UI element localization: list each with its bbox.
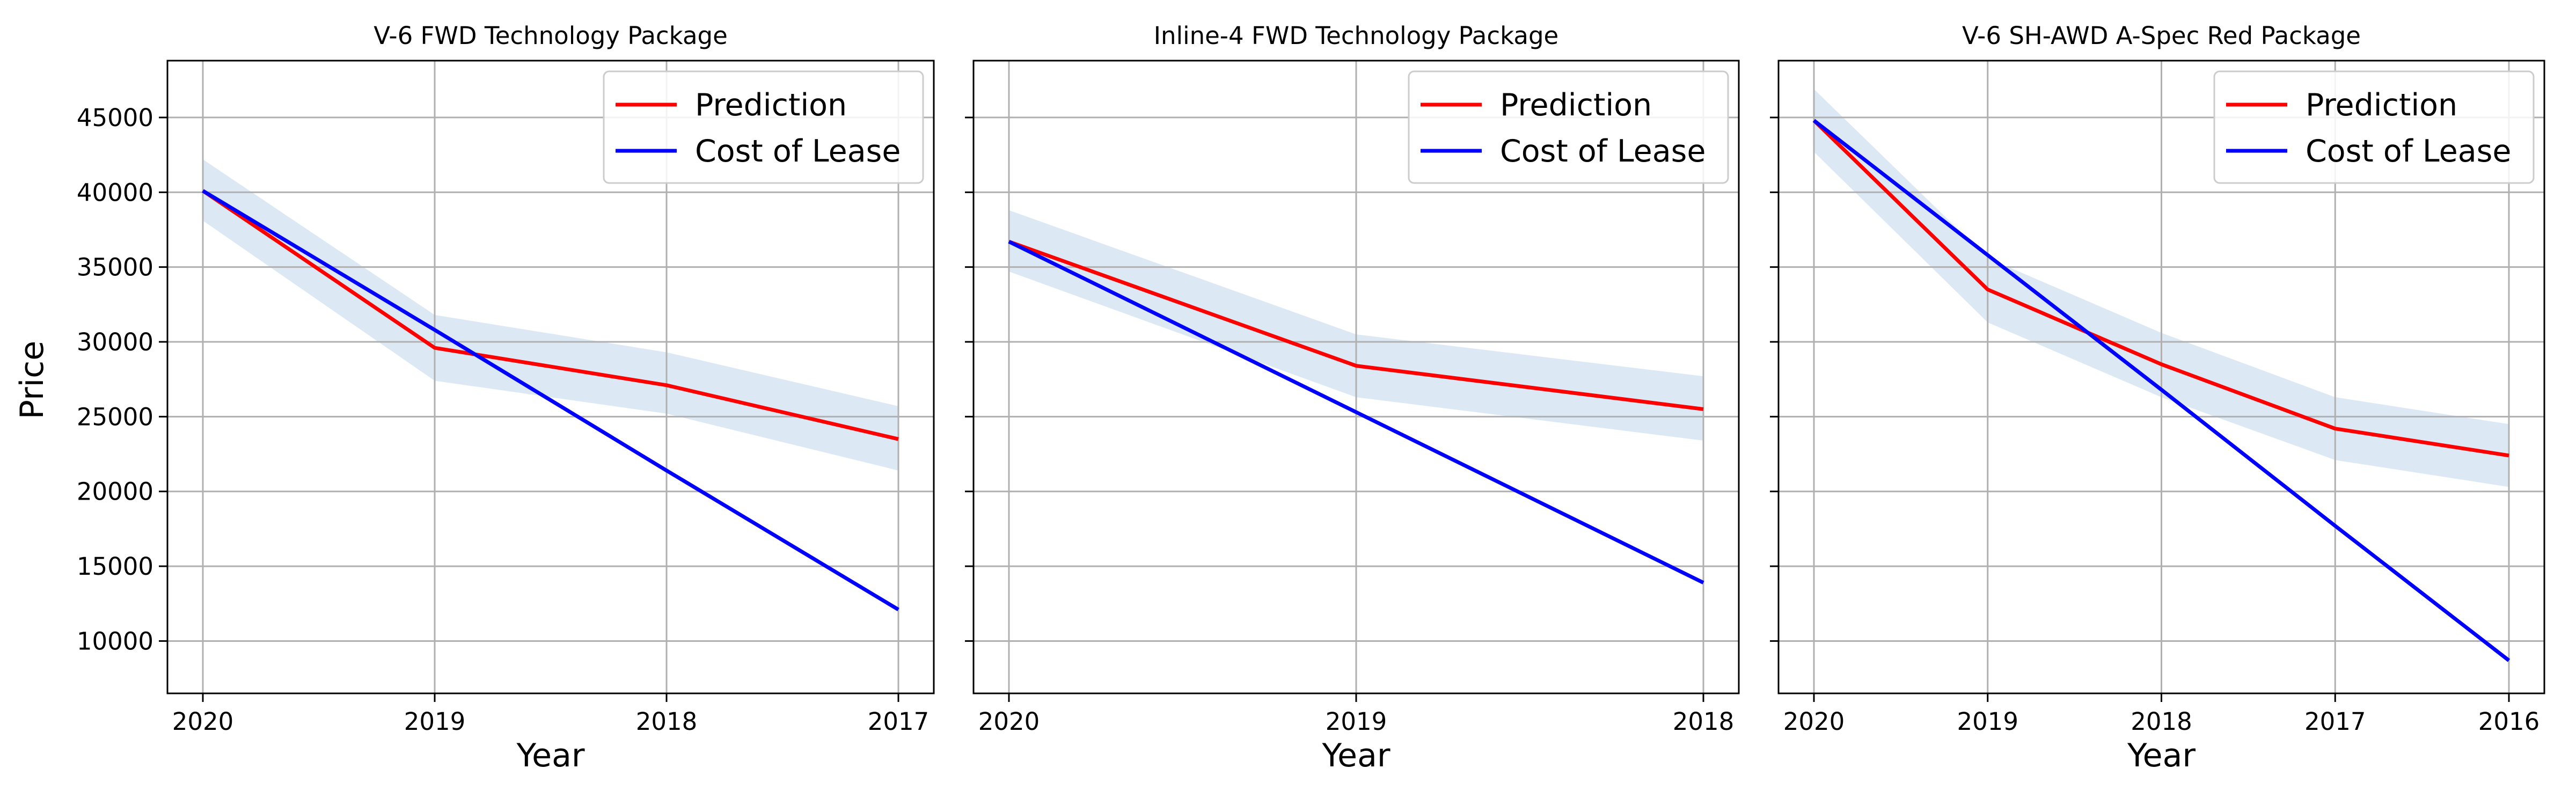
x-tick-label: 2018	[2131, 707, 2192, 736]
legend: Prediction Cost of Lease	[2213, 70, 2535, 184]
y-tick-label: 35000	[77, 253, 153, 282]
legend-label: Cost of Lease	[1500, 134, 1706, 169]
axes-frame	[166, 60, 935, 694]
prediction-line	[202, 189, 899, 441]
x-tick-label: 2019	[1326, 707, 1387, 736]
prediction-line	[1812, 119, 2509, 458]
legend-box	[1408, 70, 1729, 184]
panel-title: V-6 SH-AWD A-Spec Red Package	[1962, 21, 2361, 50]
x-tick-label: 2017	[868, 707, 930, 736]
panel-3: 2020 2019 2018 2017 2016 V-6 SH-AWD A-Spec Re…	[1770, 21, 2545, 774]
legend-label: Prediction	[1500, 87, 1652, 123]
panel-2: 2020 2019 2018 Inline-4 FWD Technology Pack…	[965, 21, 1740, 774]
x-axis-label: Year	[2127, 737, 2196, 774]
y-tick-label: 45000	[77, 104, 153, 132]
x-axis-label: Year	[516, 737, 584, 774]
panel-title: V-6 FWD Technology Package	[374, 21, 728, 50]
x-tick-label: 2017	[2304, 707, 2366, 736]
panel-title: Inline-4 FWD Technology Package	[1154, 21, 1558, 50]
legend-label: Cost of Lease	[695, 134, 901, 169]
y-tick-label: 15000	[77, 552, 153, 581]
legend-label: Cost of Lease	[2306, 134, 2511, 169]
y-axis-label: Price	[13, 341, 51, 419]
legend-label: Prediction	[695, 87, 847, 123]
confidence-band	[1814, 89, 2509, 487]
y-tick-label: 10000	[77, 627, 153, 655]
legend-box	[2213, 70, 2535, 184]
x-tick-label: 2019	[404, 707, 466, 736]
legend: Prediction Cost of Lease	[603, 70, 924, 184]
confidence-band	[1009, 210, 1703, 441]
legend: Prediction Cost of Lease	[1408, 70, 1729, 184]
legend-box	[603, 70, 924, 184]
panel-1: 10000 15000 20000 25000 30000 35000 40000 45000…	[77, 21, 935, 774]
y-tick-label: 25000	[77, 402, 153, 431]
y-tick-label: 30000	[77, 328, 153, 356]
y-tick-label: 20000	[77, 478, 153, 506]
legend-label: Prediction	[2306, 87, 2457, 123]
prediction-line	[1008, 239, 1704, 411]
x-tick-label: 2020	[172, 707, 234, 736]
confidence-band	[203, 159, 898, 471]
x-tick-label: 2020	[978, 707, 1040, 736]
cost-of-lease-line	[1812, 119, 2511, 662]
x-tick-label: 2020	[1783, 707, 1845, 736]
x-axis-label: Year	[1321, 737, 1390, 774]
cost-of-lease-line	[1008, 240, 1704, 584]
x-tick-label: 2016	[2478, 707, 2540, 736]
x-tick-label: 2019	[1957, 707, 2018, 736]
cost-of-lease-line	[202, 189, 899, 611]
x-tick-label: 2018	[1673, 707, 1735, 736]
y-tick-label: 40000	[77, 178, 153, 207]
x-tick-label: 2018	[636, 707, 698, 736]
